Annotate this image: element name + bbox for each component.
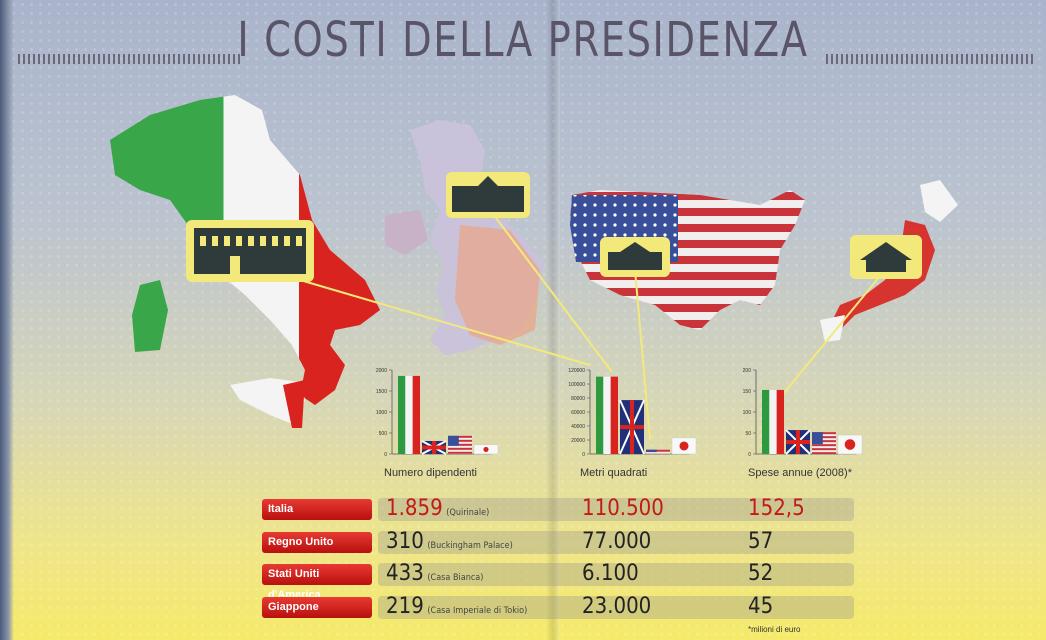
table-cell-spese: 45 (748, 594, 774, 619)
bar-flag-italia-green (762, 389, 770, 454)
bar-flag-usa-field (646, 449, 670, 454)
bar-flag-japan-sun (483, 446, 489, 452)
y-tick-label: 100 (743, 410, 752, 416)
bar-flag-uk-cross (786, 440, 810, 445)
bar-flag-usa-canton (812, 432, 823, 445)
buckingham-palace-icon (446, 172, 530, 218)
uk-map (385, 120, 545, 355)
table-cell-metri: 110.500 (582, 496, 664, 521)
footnote: *milioni di euro (748, 625, 801, 634)
table-cell-spese: 57 (748, 529, 774, 554)
table-cell-dipendenti: 1.859 (Quirinale) (386, 496, 490, 521)
bar-flag-italia-green (596, 376, 604, 454)
y-tick-label: 2000 (376, 368, 387, 374)
y-tick-label: 40000 (571, 424, 585, 430)
bar-flag-uk-cross (422, 445, 446, 450)
bar-flag-usa-canton (448, 435, 459, 446)
table-cell-dipendenti: 310 (Buckingham Palace) (386, 529, 513, 554)
title-rule-left (18, 54, 243, 64)
y-tick-label: 150 (743, 389, 752, 395)
bar-flag-italia-white (769, 389, 777, 454)
bar-flag-italia-red (412, 375, 420, 454)
table-cell-metri: 6.100 (582, 561, 639, 586)
table-cell-metri: 77.000 (582, 529, 652, 554)
y-tick-label: 80000 (571, 396, 585, 402)
bar-flag-italia-green (398, 375, 406, 454)
y-tick-label: 50 (745, 431, 751, 437)
table-row (378, 498, 854, 521)
bar-flag-usa-stripe (448, 447, 472, 450)
page-edge (0, 0, 14, 640)
chart-2-xlabel: Metri quadrati (580, 467, 648, 479)
y-tick-label: 20000 (571, 438, 585, 444)
bar-flag-uk-cross (620, 425, 644, 430)
chart-3-xlabel: Spese annue (2008)* (748, 467, 852, 479)
bar-flag-italia-red (776, 389, 784, 454)
table-cell-spese: 52 (748, 561, 774, 586)
table-row (378, 596, 854, 619)
title-rule-right (826, 54, 1036, 64)
y-tick-label: 200 (743, 368, 752, 374)
table-cell-dipendenti: 433 (Casa Bianca) (386, 561, 484, 586)
table-row-label: Regno Unito (262, 532, 372, 553)
y-tick-label: 0 (748, 452, 751, 458)
table-cell-spese: 152,5 (748, 496, 805, 521)
y-tick-label: 120000 (568, 368, 585, 374)
bar-flag-usa-stripe (448, 451, 472, 454)
bar-flag-usa-stripe (812, 448, 836, 451)
bar-flag-italia-white (405, 375, 413, 454)
table-cell-metri: 23.000 (582, 594, 652, 619)
y-tick-label: 100000 (568, 382, 585, 388)
y-tick-label: 0 (384, 452, 387, 458)
chart-1-xlabel: Numero dipendenti (384, 467, 477, 479)
table-cell-dipendenti: 219 (Casa Imperiale di Tokio) (386, 594, 528, 619)
bar-flag-japan-sun (679, 441, 689, 451)
imperial-palace-icon (850, 235, 922, 279)
y-tick-label: 60000 (571, 410, 585, 416)
bar-flag-usa-stripe (812, 432, 836, 435)
bar-flag-usa-canton (646, 449, 657, 453)
bar-flag-usa-stripe (812, 436, 836, 439)
bar-flag-usa-stripe (448, 435, 472, 438)
bar-flag-usa-stripe (812, 440, 836, 443)
bar-flag-usa-stripe (812, 444, 836, 447)
bar-flag-usa-stripe (646, 449, 670, 452)
bar-flag-italia-white (603, 376, 611, 454)
book-spine (546, 0, 560, 640)
bar-flag-usa-stripe (812, 452, 836, 454)
quirinale-icon (186, 220, 314, 282)
bar-flag-japan-sun (844, 439, 856, 450)
page-title: I COSTI DELLA PRESIDENZA (237, 12, 809, 68)
bar-flag-usa-stripe (448, 439, 472, 442)
bar-flag-usa-stripe (448, 443, 472, 446)
y-tick-label: 1500 (376, 389, 387, 395)
callout-lines (299, 209, 886, 441)
y-tick-label: 0 (582, 452, 585, 458)
y-tick-label: 1000 (376, 410, 387, 416)
table-row-label: Giappone (262, 597, 372, 618)
table-row (378, 563, 854, 586)
bar-flag-italia-red (610, 376, 618, 454)
table-row (378, 531, 854, 554)
white-house-icon (600, 237, 670, 277)
table-row-label: Stati Uniti d'America (262, 564, 372, 601)
table-row-label: Italia (262, 499, 372, 520)
y-tick-label: 500 (379, 431, 388, 437)
